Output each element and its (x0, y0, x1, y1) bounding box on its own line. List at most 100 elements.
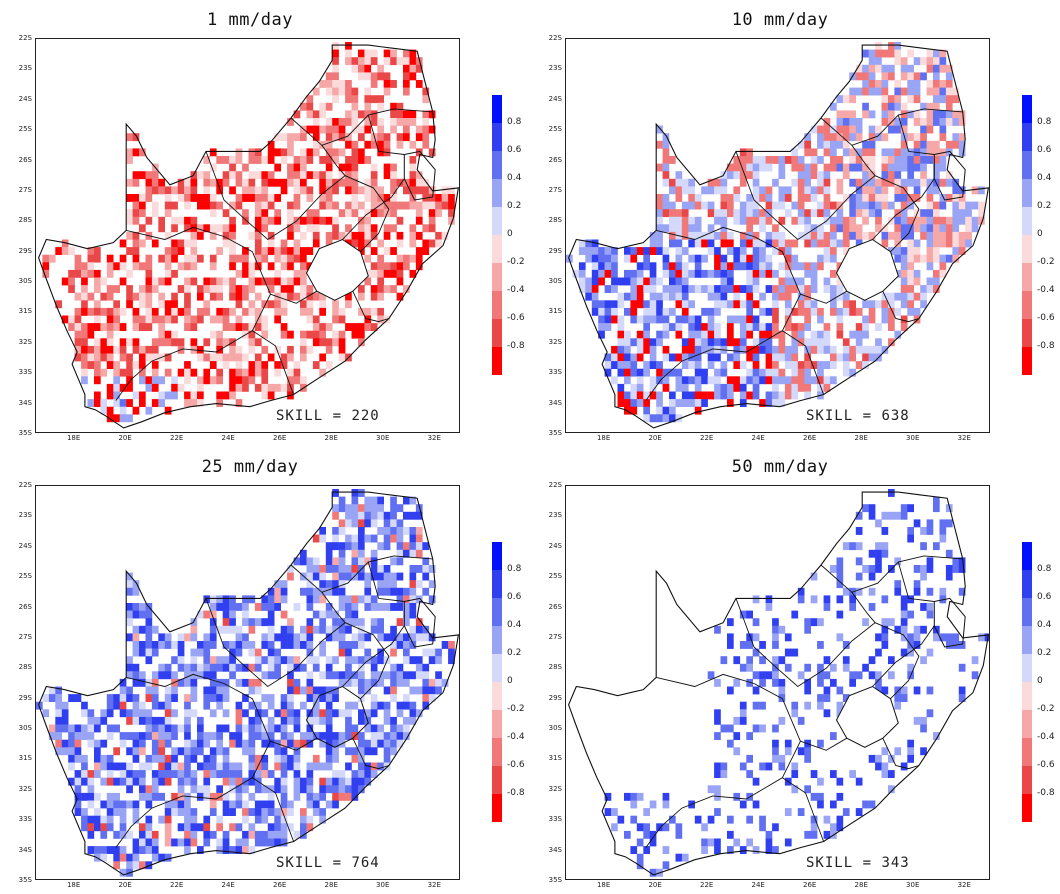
skill-cell (694, 262, 702, 271)
skill-cell (242, 785, 249, 794)
skill-cell (293, 171, 301, 180)
skill-cell (190, 315, 198, 324)
skill-cell (345, 163, 352, 172)
skill-cell (377, 625, 384, 634)
skill-cell (643, 399, 650, 407)
skill-cell (765, 376, 773, 385)
skill-cell (415, 565, 423, 573)
skill-cell (158, 853, 165, 862)
skill-cell (151, 648, 159, 657)
skill-cell (48, 686, 56, 695)
lat-tick-label: 29S (18, 693, 32, 702)
skill-cell (364, 57, 372, 66)
skill-cell (675, 300, 683, 309)
skill-cell (325, 610, 333, 619)
skill-cell (132, 671, 140, 680)
skill-cell (952, 118, 960, 126)
skill-cell (727, 846, 734, 854)
skill-cell (868, 201, 876, 210)
skill-cell (681, 300, 689, 309)
skill-cell (325, 72, 333, 81)
skill-cell (791, 239, 799, 248)
skill-cell (222, 762, 230, 771)
skill-cell (656, 201, 663, 210)
skill-cell (151, 686, 159, 695)
skill-cell (106, 732, 114, 740)
skill-cell (151, 785, 159, 794)
skill-cell (926, 648, 934, 657)
skill-cell (591, 277, 599, 286)
skill-cell (235, 376, 243, 385)
skill-cell (287, 383, 294, 392)
skill-cell (383, 542, 391, 551)
skill-cell (319, 292, 326, 301)
colorbar-label: -0.8 (507, 341, 525, 351)
skill-cell (267, 262, 275, 271)
lat-tick-label: 28S (548, 216, 562, 225)
skill-cell (701, 186, 708, 195)
skill-cell (332, 580, 339, 589)
skill-cell (106, 815, 114, 824)
skill-cell (630, 800, 638, 809)
skill-cell (624, 292, 631, 301)
skill-cell (171, 671, 178, 680)
skill-cell (926, 125, 934, 134)
skill-cell (370, 709, 378, 718)
skill-cell (733, 383, 741, 392)
colorbar-label: 0.8 (1037, 117, 1052, 127)
skill-cell (390, 511, 397, 520)
skill-cell (293, 133, 301, 142)
skill-cell (778, 262, 786, 271)
skill-cell (184, 633, 191, 642)
lat-tick-label: 31S (18, 754, 32, 763)
skill-cell (759, 330, 766, 339)
skill-cell (894, 239, 902, 248)
skill-cell (390, 178, 397, 187)
skill-cell (113, 853, 120, 862)
skill-cell (913, 641, 921, 649)
skill-cell (190, 709, 198, 718)
skill-cell (797, 300, 805, 309)
colorbar-swatch (492, 123, 502, 151)
skill-cell (190, 686, 198, 695)
skill-cell (739, 315, 747, 324)
skill-cell (364, 307, 372, 316)
skill-cell (784, 739, 792, 748)
skill-cell (752, 391, 760, 400)
skill-cell (836, 118, 844, 126)
skill-cell (733, 262, 741, 271)
skill-cell (939, 178, 947, 187)
skill-cell (403, 133, 410, 142)
skill-cell (74, 777, 82, 786)
lat-tick-label: 26S (18, 602, 32, 611)
skill-cell (881, 300, 889, 309)
skill-cell (900, 610, 908, 619)
skill-cell (171, 754, 178, 763)
skill-cell (184, 376, 191, 385)
skill-cell (396, 231, 404, 240)
skill-cell (759, 701, 766, 710)
skill-cell (209, 694, 217, 702)
skill-cell (274, 368, 281, 377)
skill-cell (306, 641, 314, 649)
skill-cell (913, 57, 921, 66)
skill-cell (836, 178, 844, 187)
skill-cell (817, 201, 824, 210)
skill-cell (396, 216, 404, 225)
skill-cell (254, 368, 262, 377)
skill-cell (649, 353, 657, 362)
skill-cell (617, 361, 625, 369)
lat-tick-label: 25S (548, 125, 562, 134)
skill-cell (823, 201, 831, 210)
skill-cell (701, 846, 708, 854)
skill-cell (177, 216, 185, 225)
skill-cell (164, 663, 172, 672)
skill-cell (61, 747, 69, 756)
skill-cell (415, 216, 423, 225)
skill-cell (209, 603, 217, 611)
skill-cell (145, 716, 153, 725)
skill-cell (280, 186, 288, 195)
skill-cell (81, 709, 88, 718)
skill-cell (611, 361, 618, 369)
lat-tick-label: 22S (18, 34, 32, 42)
